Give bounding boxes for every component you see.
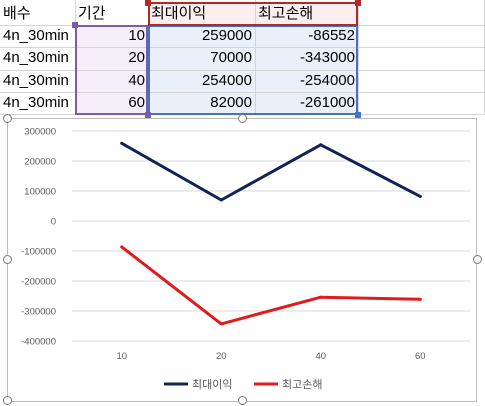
chart-resize-handle-left[interactable] (3, 255, 12, 264)
y-tick-label: 300000 (24, 127, 56, 138)
header-cell-max-loss[interactable]: 최고손해 (258, 5, 314, 22)
table-cell[interactable]: 4n_30min (3, 49, 69, 66)
line-chart[interactable]: 300000 200000 100000 0 -100000 -200000 -300000… (7, 118, 477, 402)
table-cell[interactable]: -86552 (308, 27, 355, 44)
range-handle[interactable] (355, 112, 361, 118)
range-handle[interactable] (145, 0, 151, 6)
table-cell[interactable]: 254000 (201, 72, 252, 89)
y-tick-label: -400000 (21, 337, 56, 348)
table-cell[interactable]: 20 (128, 49, 145, 66)
y-tick-label: -100000 (21, 247, 56, 258)
y-axis-ticks: 300000 200000 100000 0 -100000 -200000 -300000… (21, 127, 56, 348)
range-border-series-names (148, 2, 358, 26)
table-cell[interactable]: 4n_30min (3, 27, 69, 44)
series-point[interactable] (418, 194, 422, 198)
range-handle[interactable] (355, 0, 361, 6)
series-point[interactable] (120, 245, 124, 249)
chart-series (120, 141, 422, 326)
x-tick-label: 10 (116, 351, 127, 362)
x-tick-label: 40 (315, 351, 326, 362)
chart-resize-handle-top-left[interactable] (3, 114, 12, 123)
table-cell[interactable]: 259000 (201, 27, 252, 44)
table-cell[interactable]: 4n_30min (3, 94, 69, 111)
y-tick-label: -300000 (21, 307, 56, 318)
table-cell[interactable]: 40 (128, 72, 145, 89)
table-cell[interactable]: 10 (128, 27, 145, 44)
series-point[interactable] (219, 322, 223, 326)
x-axis-ticks: 10 20 40 60 (116, 351, 425, 362)
range-handle[interactable] (72, 22, 78, 28)
series-point[interactable] (418, 297, 422, 301)
table-cell[interactable]: 82000 (210, 94, 252, 111)
y-tick-label: 200000 (24, 157, 56, 168)
range-handle[interactable] (145, 112, 151, 118)
series-line-1[interactable] (120, 141, 422, 202)
table-cell[interactable]: -343000 (299, 49, 355, 66)
series-point[interactable] (219, 198, 223, 202)
range-border-period (75, 25, 148, 115)
table-cell[interactable]: 60 (128, 94, 145, 111)
series-line-2[interactable] (120, 245, 422, 326)
chart-resize-handle-top[interactable] (238, 114, 247, 123)
table-cell[interactable]: 70000 (210, 49, 252, 66)
y-tick-label: -200000 (21, 277, 56, 288)
x-tick-label: 20 (216, 351, 227, 362)
table-cell[interactable]: 4n_30min (3, 72, 69, 89)
chart-legend: 최대이익 최고손해 (164, 377, 322, 391)
y-tick-label: 100000 (24, 187, 56, 198)
chart-resize-handle-right[interactable] (473, 255, 482, 264)
table-cell[interactable]: -261000 (299, 94, 355, 111)
table-cell[interactable]: -254000 (299, 72, 355, 89)
legend-label[interactable]: 최고손해 (282, 377, 322, 391)
header-cell-multiplier[interactable]: 배수 (3, 5, 31, 22)
range-border-values (148, 25, 358, 115)
series-point[interactable] (120, 141, 124, 145)
series-point[interactable] (319, 295, 323, 299)
chart-canvas: 300000 200000 100000 0 -100000 -200000 -300000… (21, 127, 470, 391)
header-cell-period[interactable]: 기간 (78, 5, 106, 22)
legend-label[interactable]: 최대이익 (192, 378, 232, 391)
range-highlight-series-names (148, 3, 358, 25)
y-tick-label: 0 (51, 217, 56, 228)
header-cell-max-profit[interactable]: 최대이익 (151, 5, 207, 22)
series-point[interactable] (319, 143, 323, 147)
x-tick-label: 60 (415, 351, 426, 362)
